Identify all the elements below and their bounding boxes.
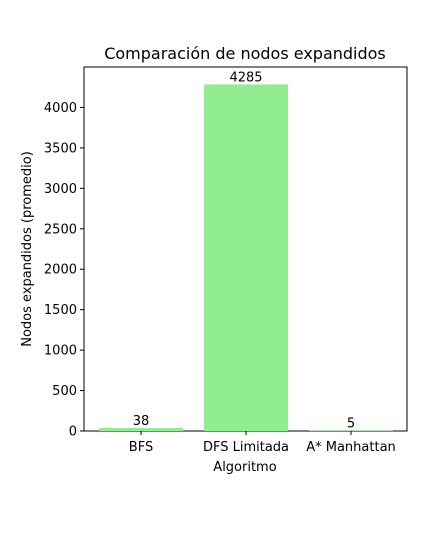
data-label-1: 38 (133, 414, 150, 429)
y-tick-label: 2000 (44, 263, 77, 278)
y-axis: 0 500 1000 1500 2000 2500 3000 3500 4000 (44, 101, 84, 440)
x-tick-label: DFS Limitada (203, 440, 289, 455)
x-axis-label: Algoritmo (213, 460, 276, 475)
y-tick-label: 0 (69, 425, 77, 440)
y-tick-label: 3500 (44, 141, 77, 156)
y-tick-label: 2500 (44, 222, 77, 237)
x-axis: BFS DFS Limitada A* Manhattan (129, 431, 396, 455)
chart-title: Comparación de nodos expandidos (104, 44, 386, 63)
y-tick-label: 1500 (44, 303, 77, 318)
y-tick-label: 1000 (44, 344, 77, 359)
y-tick-label: 3000 (44, 182, 77, 197)
bar-2 (204, 84, 288, 431)
data-label-2: 4285 (229, 70, 262, 85)
y-tick-label: 500 (52, 384, 77, 399)
data-label-3: 5 (347, 417, 355, 432)
x-tick-label: BFS (129, 440, 153, 455)
y-axis-label: Nodos expandidos (promedio) (20, 151, 35, 347)
x-tick-label: A* Manhattan (306, 440, 396, 455)
y-tick-label: 4000 (44, 101, 77, 116)
bars-group (99, 84, 393, 431)
